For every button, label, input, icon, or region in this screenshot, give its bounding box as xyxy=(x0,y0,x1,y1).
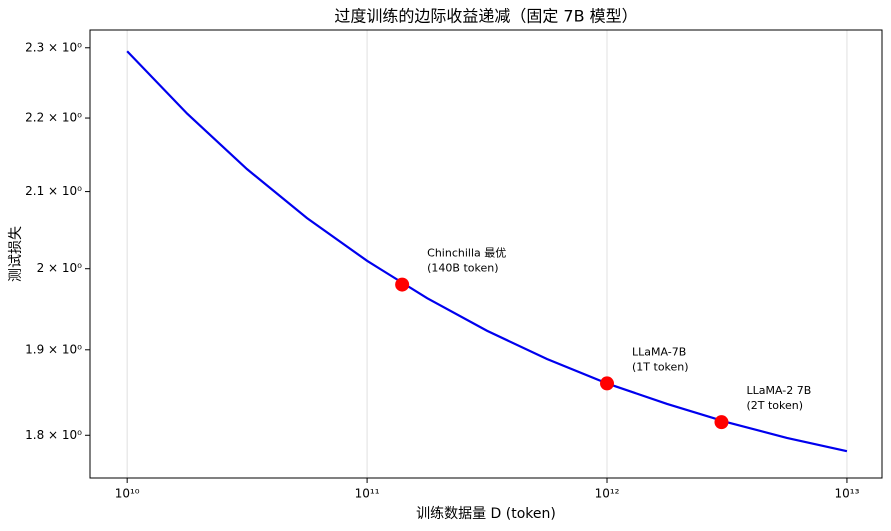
x-axis-label: 训练数据量 D (token) xyxy=(416,506,556,522)
point-annotation: (1T token) xyxy=(632,360,689,373)
plot-frame xyxy=(89,29,883,479)
y-tick-label: 1.8 × 10⁰ xyxy=(25,428,82,442)
x-tick-label: 10¹¹ xyxy=(355,487,380,501)
chart-title: 过度训练的边际收益递减（固定 7B 模型） xyxy=(334,7,637,26)
point-annotation: (140B token) xyxy=(427,262,498,275)
x-tick-label: 10¹² xyxy=(595,487,620,501)
y-axis-label: 测试损失 xyxy=(8,226,24,282)
x-tick-label: 10¹⁰ xyxy=(115,487,140,501)
x-tick-label: 10¹³ xyxy=(834,487,859,501)
point-annotation: LLaMA-2 7B xyxy=(746,384,811,397)
y-tick-label: 2 × 10⁰ xyxy=(37,261,83,275)
y-tick-label: 2.3 × 10⁰ xyxy=(25,40,82,54)
model-point xyxy=(600,376,615,391)
model-point xyxy=(714,415,729,430)
model-point xyxy=(395,277,410,292)
y-tick-label: 2.1 × 10⁰ xyxy=(25,184,82,198)
point-annotation: Chinchilla 最优 xyxy=(427,247,506,260)
y-tick-label: 1.9 × 10⁰ xyxy=(25,342,82,356)
y-tick-label: 2.2 × 10⁰ xyxy=(25,111,82,125)
point-annotation: (2T token) xyxy=(746,399,803,412)
point-annotation: LLaMA-7B xyxy=(632,345,686,358)
